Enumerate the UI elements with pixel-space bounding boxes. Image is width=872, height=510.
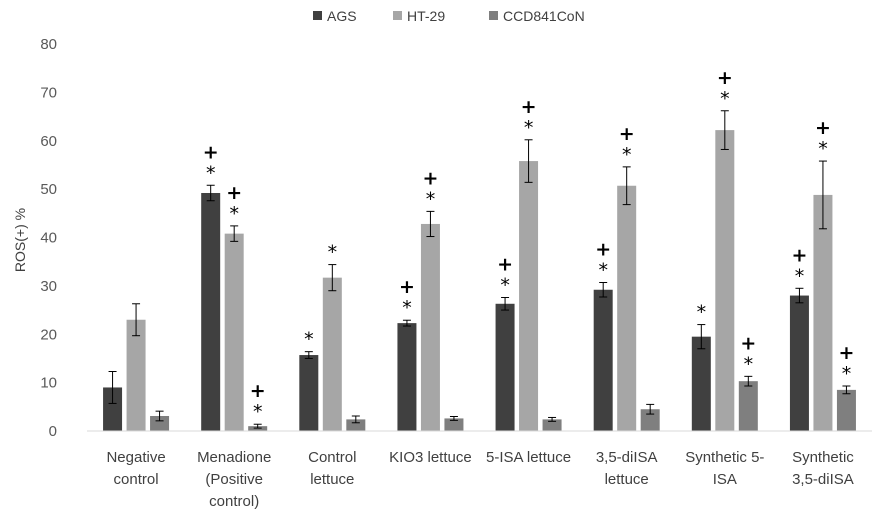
bar-ccd841con bbox=[640, 409, 660, 431]
significance-plus: + bbox=[226, 182, 242, 204]
bar-ags bbox=[593, 289, 613, 431]
x-tick-label: Negative bbox=[106, 449, 165, 466]
bar-ht-29 bbox=[126, 319, 146, 431]
y-tick-label: 50 bbox=[40, 181, 57, 198]
y-tick-label: 0 bbox=[49, 423, 57, 440]
significance-plus: + bbox=[203, 141, 219, 163]
significance-star: * bbox=[206, 162, 216, 184]
x-tick-label: Control bbox=[308, 449, 356, 466]
significance-plus: + bbox=[595, 238, 611, 260]
x-tick-label: lettuce bbox=[605, 471, 649, 488]
bar-ht-29 bbox=[224, 233, 244, 431]
x-tick-label: Synthetic 5- bbox=[685, 449, 764, 466]
bar-ags bbox=[299, 355, 319, 431]
significance-marks: *+**+ *+ *+**+*+**+*+*+*+*+*+*+*+ bbox=[203, 67, 855, 423]
bar-ccd841con bbox=[150, 416, 170, 431]
bar-ags bbox=[495, 303, 515, 431]
x-tick-label: ISA bbox=[713, 471, 737, 488]
x-tick-label: KIO3 lettuce bbox=[389, 449, 472, 466]
y-tick-label: 40 bbox=[40, 230, 57, 247]
legend-label: AGS bbox=[327, 8, 357, 24]
bar-ht-29 bbox=[617, 185, 637, 431]
error-bars bbox=[108, 110, 851, 429]
significance-star: * bbox=[622, 144, 632, 166]
significance-plus: + bbox=[399, 276, 415, 298]
x-tick-label: 3,5-diISA bbox=[596, 449, 658, 466]
x-tick-label: lettuce bbox=[310, 471, 354, 488]
significance-star: * bbox=[598, 259, 608, 281]
significance-star: * bbox=[744, 353, 754, 375]
significance-plus: + bbox=[838, 342, 854, 364]
significance-star: * bbox=[818, 138, 828, 160]
bar-ags bbox=[397, 323, 417, 431]
legend-swatch bbox=[393, 11, 402, 20]
significance-plus: + bbox=[619, 123, 635, 145]
x-tick-label: Synthetic bbox=[792, 449, 854, 466]
significance-star: * bbox=[426, 188, 436, 210]
legend: AGS HT-29 CCD841CoN bbox=[313, 8, 585, 24]
significance-star: * bbox=[697, 302, 707, 324]
significance-star: * bbox=[402, 297, 412, 319]
bar-ht-29 bbox=[519, 161, 539, 431]
bar-ags bbox=[789, 295, 809, 431]
y-tick-label: 30 bbox=[40, 278, 57, 295]
bar-ags bbox=[691, 336, 711, 431]
significance-star: * bbox=[500, 274, 510, 296]
significance-star: * bbox=[304, 329, 314, 351]
significance-plus: + bbox=[791, 244, 807, 266]
legend-swatch bbox=[489, 11, 498, 20]
significance-plus: + bbox=[422, 167, 438, 189]
legend-swatch bbox=[313, 11, 322, 20]
significance-plus: + bbox=[815, 117, 831, 139]
x-tick-label: control) bbox=[209, 493, 259, 510]
bar-ags bbox=[201, 192, 221, 431]
significance-star: * bbox=[328, 242, 338, 264]
significance-plus: + bbox=[497, 253, 513, 275]
significance-plus: + bbox=[740, 332, 756, 354]
legend-label: CCD841CoN bbox=[503, 8, 585, 24]
y-tick-label: 10 bbox=[40, 375, 57, 392]
significance-star: * bbox=[720, 88, 730, 110]
bar-ht-29 bbox=[715, 130, 735, 432]
bar-ccd841con bbox=[836, 389, 856, 431]
bar-ht-29 bbox=[420, 223, 440, 431]
bar-ccd841con bbox=[738, 381, 758, 431]
significance-star: * bbox=[795, 265, 805, 287]
bars bbox=[103, 130, 856, 432]
significance-star: * bbox=[253, 401, 263, 423]
y-tick-label: 20 bbox=[40, 326, 57, 343]
significance-plus: + bbox=[250, 380, 266, 402]
bar-ht-29 bbox=[813, 194, 833, 431]
y-tick-label: 80 bbox=[40, 36, 57, 53]
bar-ags bbox=[103, 387, 123, 431]
significance-plus: + bbox=[521, 96, 537, 118]
x-tick-label: control bbox=[114, 471, 159, 488]
bar-ccd841con bbox=[346, 419, 366, 431]
significance-star: * bbox=[524, 117, 534, 139]
y-tick-label: 60 bbox=[40, 133, 57, 150]
y-axis: 0 10 20 30 40 50 60 70 80 bbox=[40, 36, 57, 440]
x-tick-label: 5-ISA lettuce bbox=[486, 449, 571, 466]
x-tick-label: Menadione bbox=[197, 449, 271, 466]
y-axis-label: ROS(+) % bbox=[12, 208, 28, 272]
significance-plus: + bbox=[717, 67, 733, 89]
x-tick-label: 3,5-diISA bbox=[792, 471, 854, 488]
bar-ccd841con bbox=[444, 418, 464, 431]
x-axis: Negative control Menadione (Positive control… bbox=[106, 449, 854, 510]
bar-ccd841con bbox=[542, 419, 562, 431]
legend-label: HT-29 bbox=[407, 8, 445, 24]
significance-star: * bbox=[229, 203, 239, 225]
significance-star: * bbox=[842, 363, 852, 385]
y-tick-label: 70 bbox=[40, 84, 57, 101]
x-tick-label: (Positive bbox=[205, 471, 263, 488]
bar-ht-29 bbox=[322, 277, 342, 431]
